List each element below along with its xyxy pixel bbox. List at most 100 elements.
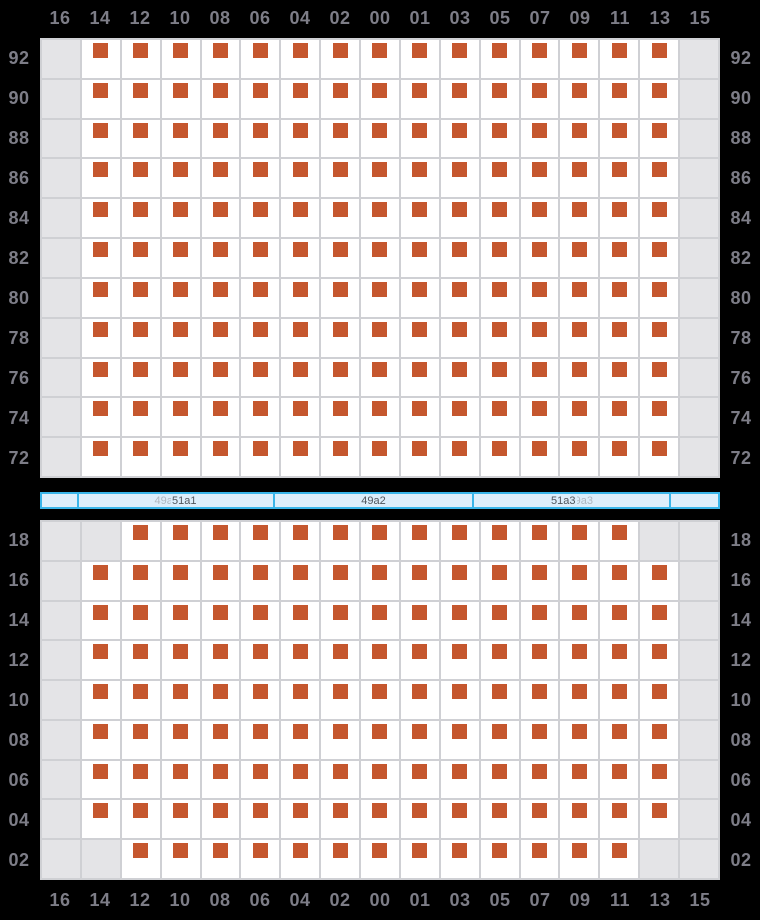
- seat-cell[interactable]: [560, 641, 599, 680]
- seat-cell[interactable]: [560, 398, 599, 437]
- seat-cell[interactable]: [321, 800, 360, 839]
- seat-cell[interactable]: [241, 840, 280, 878]
- seat-cell[interactable]: [480, 398, 519, 437]
- seat-cell[interactable]: [520, 239, 559, 277]
- seat-cell[interactable]: [281, 358, 320, 397]
- seat-cell[interactable]: [201, 239, 240, 277]
- seat-cell[interactable]: [161, 438, 200, 476]
- seat-cell[interactable]: [560, 561, 599, 600]
- seat-cell[interactable]: [640, 601, 679, 640]
- seat-cell[interactable]: [560, 720, 599, 759]
- seat-cell[interactable]: [440, 40, 479, 78]
- seat-cell[interactable]: [640, 358, 679, 397]
- seat-cell[interactable]: [241, 159, 280, 198]
- seat-cell[interactable]: [440, 79, 479, 118]
- seat-cell[interactable]: [281, 199, 320, 238]
- seat-cell[interactable]: [321, 119, 360, 158]
- seat-cell[interactable]: [161, 720, 200, 759]
- seat-cell[interactable]: [440, 561, 479, 600]
- seat-cell[interactable]: [400, 641, 439, 680]
- seat-cell[interactable]: [81, 720, 120, 759]
- seat-cell[interactable]: [201, 398, 240, 437]
- seat-cell[interactable]: [201, 681, 240, 719]
- seat-cell[interactable]: [281, 840, 320, 878]
- seat-cell[interactable]: [640, 159, 679, 198]
- seat-cell[interactable]: [361, 40, 399, 78]
- seat-cell[interactable]: [440, 800, 479, 839]
- seat-cell[interactable]: [400, 199, 439, 238]
- seat-cell[interactable]: [201, 40, 240, 78]
- seat-cell[interactable]: [600, 239, 639, 277]
- seat-cell[interactable]: [201, 358, 240, 397]
- seat-cell[interactable]: [121, 199, 160, 238]
- car-segment[interactable]: 51a3 49a3: [474, 494, 671, 507]
- seat-cell[interactable]: [361, 840, 399, 878]
- seat-cell[interactable]: [161, 601, 200, 640]
- seat-cell[interactable]: [361, 800, 399, 839]
- seat-cell[interactable]: [201, 318, 240, 357]
- seat-cell[interactable]: [321, 318, 360, 357]
- seat-cell[interactable]: [440, 318, 479, 357]
- seat-cell[interactable]: [400, 561, 439, 600]
- seat-cell[interactable]: [600, 438, 639, 476]
- seat-cell[interactable]: [440, 522, 479, 560]
- seat-cell[interactable]: [560, 601, 599, 640]
- seat-cell[interactable]: [400, 358, 439, 397]
- seat-cell[interactable]: [81, 358, 120, 397]
- seat-cell[interactable]: [600, 601, 639, 640]
- seat-cell[interactable]: [600, 199, 639, 238]
- seat-cell[interactable]: [281, 398, 320, 437]
- seat-cell[interactable]: [560, 681, 599, 719]
- seat-cell[interactable]: [480, 760, 519, 799]
- seat-cell[interactable]: [161, 840, 200, 878]
- seat-cell[interactable]: [560, 438, 599, 476]
- seat-cell[interactable]: [480, 79, 519, 118]
- seat-cell[interactable]: [480, 800, 519, 839]
- seat-cell[interactable]: [600, 79, 639, 118]
- seat-cell[interactable]: [161, 278, 200, 317]
- seat-cell[interactable]: [440, 398, 479, 437]
- seat-cell[interactable]: [480, 561, 519, 600]
- seat-cell[interactable]: [520, 278, 559, 317]
- seat-cell[interactable]: [640, 79, 679, 118]
- seat-cell[interactable]: [321, 278, 360, 317]
- seat-cell[interactable]: [81, 760, 120, 799]
- seat-cell[interactable]: [321, 40, 360, 78]
- seat-cell[interactable]: [201, 840, 240, 878]
- seat-cell[interactable]: [400, 278, 439, 317]
- seat-cell[interactable]: [241, 358, 280, 397]
- seat-cell[interactable]: [321, 522, 360, 560]
- car-segment[interactable]: 49a2: [275, 494, 474, 507]
- seat-cell[interactable]: [361, 641, 399, 680]
- seat-cell[interactable]: [640, 278, 679, 317]
- seat-cell[interactable]: [281, 800, 320, 839]
- seat-cell[interactable]: [361, 358, 399, 397]
- seat-cell[interactable]: [201, 119, 240, 158]
- seat-cell[interactable]: [400, 239, 439, 277]
- seat-cell[interactable]: [480, 318, 519, 357]
- seat-cell[interactable]: [600, 681, 639, 719]
- seat-cell[interactable]: [321, 438, 360, 476]
- seat-cell[interactable]: [520, 840, 559, 878]
- seat-cell[interactable]: [520, 760, 559, 799]
- seat-cell[interactable]: [201, 760, 240, 799]
- seat-cell[interactable]: [520, 800, 559, 839]
- seat-cell[interactable]: [560, 79, 599, 118]
- seat-cell[interactable]: [281, 278, 320, 317]
- seat-cell[interactable]: [480, 522, 519, 560]
- seat-cell[interactable]: [201, 79, 240, 118]
- seat-cell[interactable]: [361, 239, 399, 277]
- seat-cell[interactable]: [400, 760, 439, 799]
- seat-cell[interactable]: [640, 199, 679, 238]
- seat-cell[interactable]: [241, 278, 280, 317]
- seat-cell[interactable]: [241, 119, 280, 158]
- seat-cell[interactable]: [201, 561, 240, 600]
- seat-cell[interactable]: [161, 119, 200, 158]
- seat-cell[interactable]: [480, 239, 519, 277]
- seat-cell[interactable]: [321, 561, 360, 600]
- seat-cell[interactable]: [321, 239, 360, 277]
- seat-cell[interactable]: [81, 601, 120, 640]
- seat-cell[interactable]: [520, 318, 559, 357]
- seat-cell[interactable]: [480, 840, 519, 878]
- seat-cell[interactable]: [640, 561, 679, 600]
